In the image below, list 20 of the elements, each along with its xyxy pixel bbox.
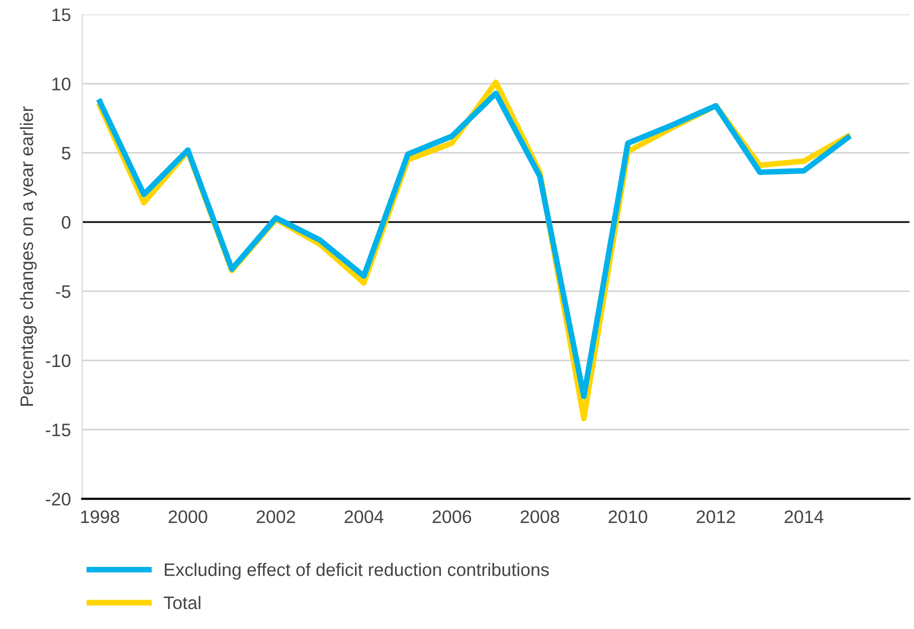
- y-axis-title: Percentage changes on a year earlier: [20, 106, 37, 406]
- y-tick-label: 0: [62, 216, 70, 229]
- legend-label: Excluding effect of deficit reduction contributions: [164, 562, 549, 580]
- y-tick-label: 5: [62, 146, 70, 160]
- x-tick-label: 2012: [696, 510, 736, 524]
- x-tick-label: 1998: [81, 510, 120, 524]
- x-tick-label: 2010: [608, 510, 648, 524]
- x-tick-label: 2002: [256, 510, 296, 524]
- y-tick-label: 10: [52, 78, 70, 90]
- x-tick-label: 2008: [520, 510, 560, 524]
- x-tick-label: 2014: [784, 510, 824, 524]
- y-tick-label: -15: [46, 424, 70, 436]
- legend-label: Total: [164, 596, 200, 610]
- y-tick-label: -5: [56, 285, 70, 298]
- y-tick-label: -20: [46, 492, 70, 506]
- x-tick-label: 2006: [432, 510, 472, 524]
- x-tick-label: 2000: [168, 510, 208, 524]
- y-tick-label: 15: [52, 8, 70, 22]
- y-tick-label: -10: [46, 354, 70, 368]
- x-tick-label: 2004: [344, 510, 384, 524]
